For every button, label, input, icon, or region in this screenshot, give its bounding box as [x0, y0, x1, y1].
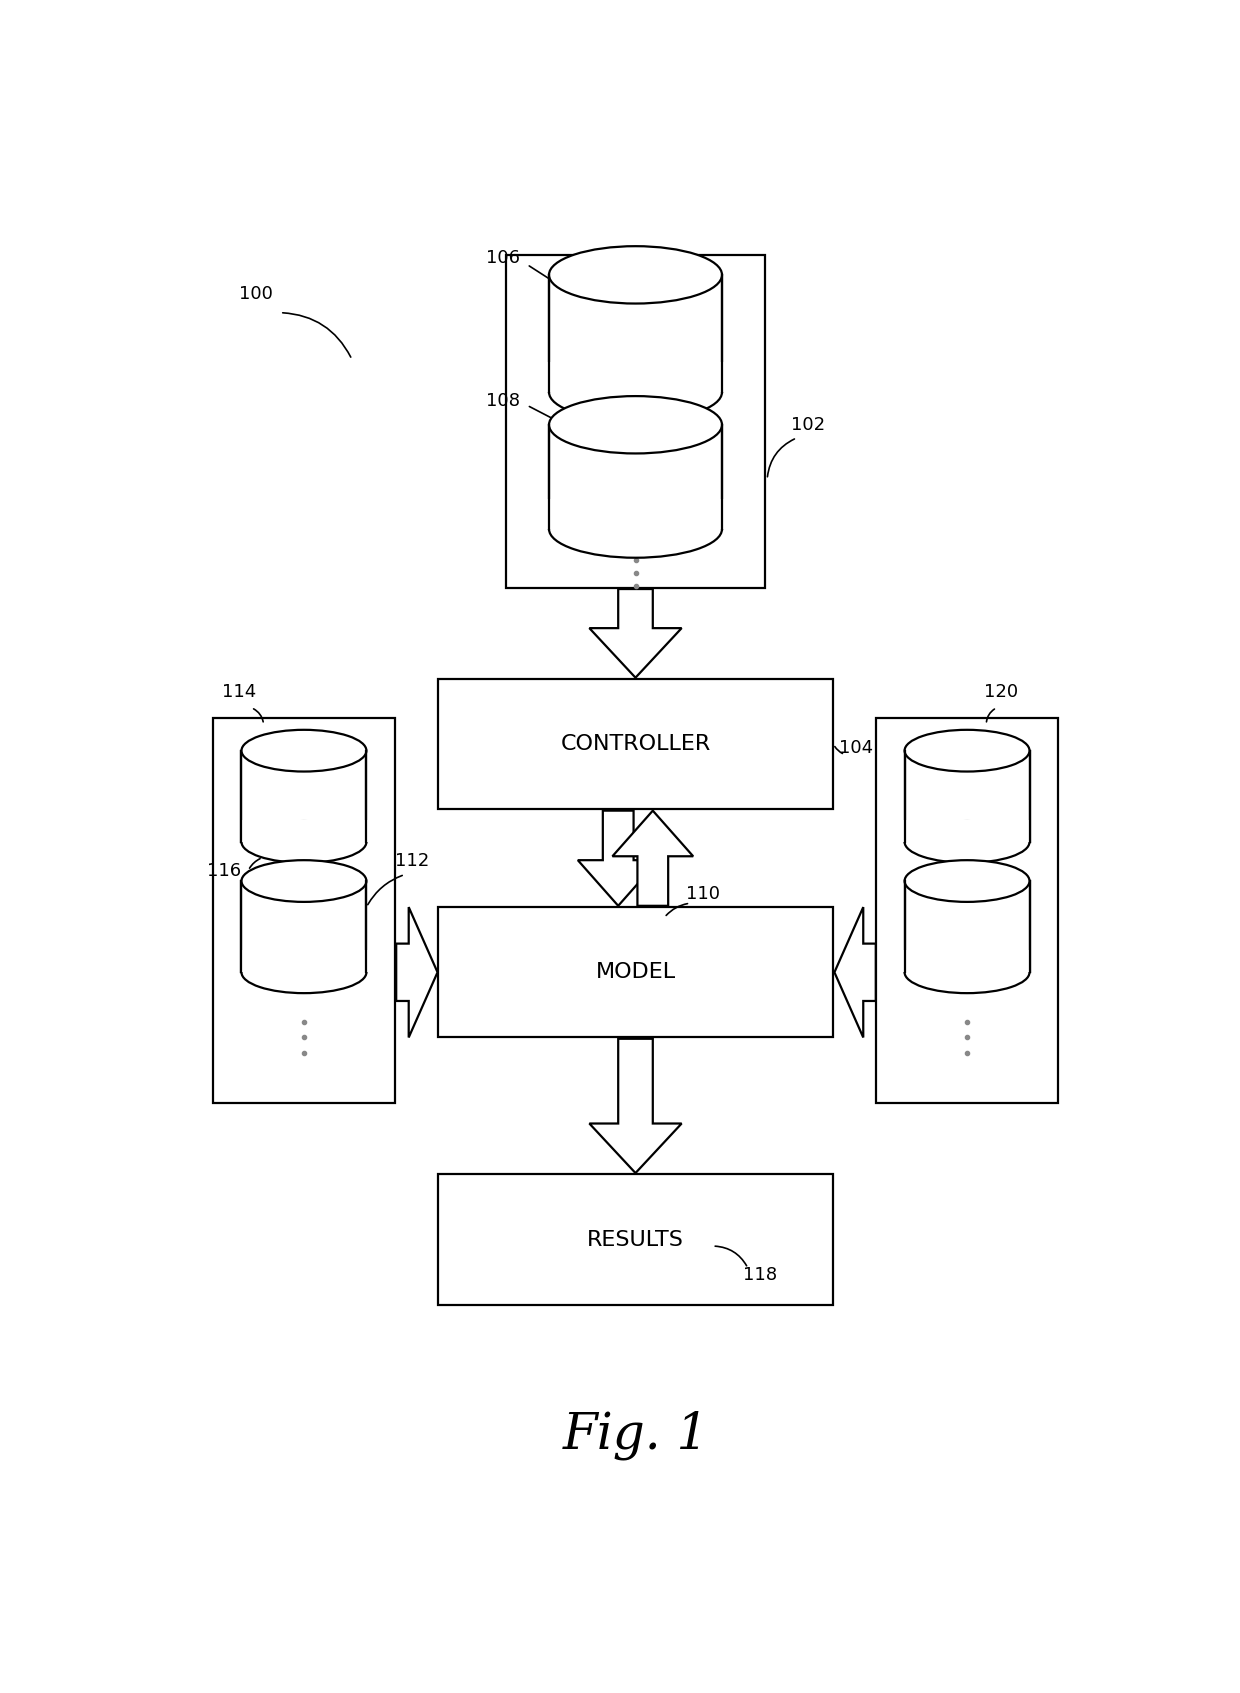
Bar [439, 1175, 832, 1305]
Polygon shape [589, 1040, 682, 1173]
Text: RESULTS: RESULTS [587, 1229, 684, 1249]
Ellipse shape [549, 364, 722, 422]
Ellipse shape [549, 245, 722, 303]
Text: MODEL: MODEL [595, 962, 676, 982]
Bar [903, 950, 1032, 972]
Ellipse shape [904, 730, 1029, 772]
Text: 118: 118 [743, 1266, 777, 1283]
Bar [239, 950, 368, 972]
Text: Fig. 1: Fig. 1 [562, 1410, 709, 1459]
Bar [439, 679, 832, 809]
Polygon shape [578, 811, 658, 906]
Bar [242, 880, 367, 972]
Text: 108: 108 [486, 393, 520, 410]
Text: CONTROLLER: CONTROLLER [560, 735, 711, 753]
Bar [213, 718, 396, 1102]
Text: 116: 116 [207, 862, 242, 880]
Bar [547, 499, 724, 528]
Polygon shape [835, 907, 875, 1038]
Text: 104: 104 [839, 740, 874, 757]
Ellipse shape [904, 821, 1029, 863]
Text: 112: 112 [396, 853, 430, 870]
Bar [905, 880, 1029, 972]
Ellipse shape [242, 860, 367, 902]
Ellipse shape [549, 501, 722, 557]
Bar [439, 907, 832, 1038]
Polygon shape [589, 589, 682, 677]
Polygon shape [613, 811, 693, 906]
Text: 102: 102 [791, 416, 826, 433]
Text: 100: 100 [239, 286, 273, 303]
Text: 106: 106 [486, 249, 520, 267]
Bar [903, 819, 1032, 841]
Text: 114: 114 [222, 682, 257, 701]
Ellipse shape [242, 951, 367, 994]
Bar [547, 362, 724, 393]
Polygon shape [397, 907, 438, 1038]
Ellipse shape [904, 860, 1029, 902]
Ellipse shape [549, 396, 722, 454]
Ellipse shape [242, 821, 367, 863]
Ellipse shape [242, 730, 367, 772]
Bar [875, 718, 1058, 1102]
Ellipse shape [904, 951, 1029, 994]
Bar [239, 819, 368, 841]
Bar [242, 750, 367, 841]
Bar [506, 256, 765, 587]
Bar [905, 750, 1029, 841]
Text: 120: 120 [983, 682, 1018, 701]
Text: 110: 110 [686, 885, 719, 902]
Bar [549, 425, 722, 528]
Bar [549, 274, 722, 393]
